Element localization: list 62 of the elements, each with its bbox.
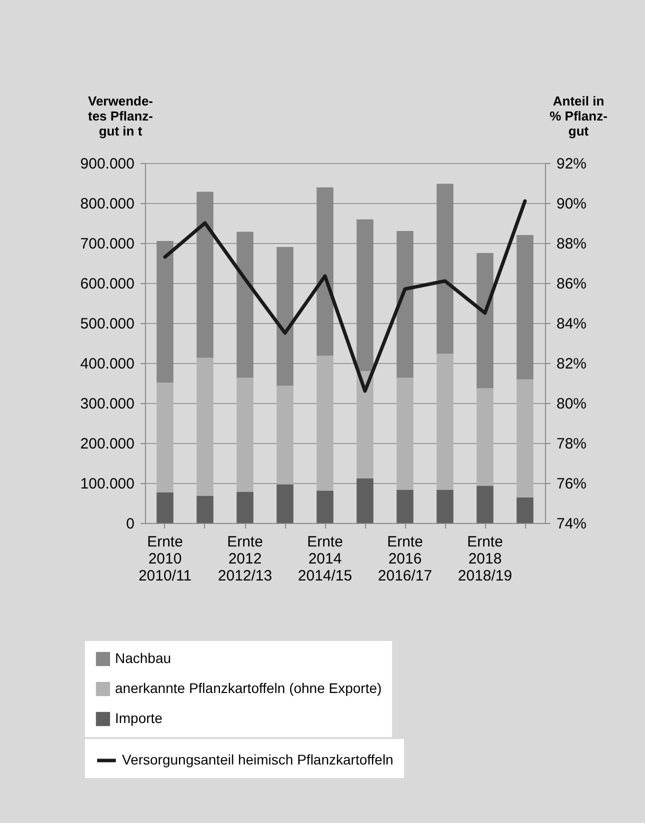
- x-tick-label: Ernte 2012 2012/13: [218, 534, 272, 584]
- y2-tick-label: 90%: [556, 196, 587, 212]
- bar: [396, 378, 414, 490]
- y-axis-title: Verwende- tes Pflanz- gut in t: [88, 94, 154, 138]
- bar: [396, 231, 414, 378]
- y2-tick-label: 78%: [556, 436, 587, 452]
- bar: [276, 247, 294, 386]
- y-tick-label: 900.000: [80, 156, 134, 172]
- y-tick-label: 500.000: [80, 316, 134, 332]
- bar: [236, 492, 254, 523]
- bar: [396, 490, 414, 523]
- legend-label: Importe: [115, 710, 163, 726]
- bar: [236, 378, 254, 492]
- y-tick-label: 200.000: [80, 436, 134, 452]
- y-tick-label: 700.000: [80, 236, 134, 252]
- y-tick-label: 0: [126, 516, 134, 532]
- bar: [316, 356, 334, 491]
- legend-label: Nachbau: [115, 650, 172, 666]
- bar: [516, 497, 534, 523]
- bar: [476, 486, 494, 523]
- y2-tick-label: 84%: [556, 316, 587, 332]
- legend-label: Versorgungsanteil heimisch Pflanzkartoffeln: [122, 752, 394, 768]
- y2-tick-label: 74%: [556, 516, 587, 532]
- bar: [436, 490, 454, 523]
- bar: [276, 484, 294, 523]
- y2-tick-label: 92%: [556, 156, 587, 172]
- bar: [516, 379, 534, 498]
- y2-tick-label: 76%: [556, 476, 587, 492]
- x-tick-label: Ernte 2018 2018/19: [458, 534, 512, 584]
- bar: [236, 232, 254, 378]
- x-tick-label: Ernte 2016 2016/17: [378, 534, 432, 584]
- line-series: [163, 199, 527, 393]
- bar: [156, 241, 174, 383]
- bar: [476, 388, 494, 486]
- bar: [196, 496, 214, 523]
- bar: [436, 354, 454, 490]
- bar: [476, 253, 494, 388]
- x-tick-label: Ernte 2010 2010/11: [138, 534, 192, 584]
- bar: [316, 187, 334, 356]
- y2-axis-title: Anteil in % Pflanz- gut: [550, 94, 608, 138]
- y-tick-label: 300.000: [80, 396, 134, 412]
- bar: [436, 184, 454, 354]
- y-tick-label: 600.000: [80, 276, 134, 292]
- y2-tick-label: 88%: [556, 236, 587, 252]
- y2-tick-label: 86%: [556, 276, 587, 292]
- y-tick-label: 800.000: [80, 196, 134, 212]
- bar: [196, 192, 214, 358]
- bar: [156, 492, 174, 523]
- y-tick-label: 400.000: [80, 356, 134, 372]
- bar: [156, 382, 174, 492]
- y2-tick-label: 82%: [556, 356, 587, 372]
- y2-tick-label: 80%: [556, 396, 587, 412]
- bar: [196, 358, 214, 496]
- bar: [516, 235, 534, 380]
- bar: [316, 490, 334, 523]
- x-tick-label: Ernte 2014 2014/15: [298, 534, 352, 584]
- bar: [356, 371, 374, 478]
- bar: [276, 386, 294, 484]
- bar: [356, 219, 374, 371]
- bar: [356, 478, 374, 523]
- y-tick-label: 100.000: [80, 476, 134, 492]
- legend-label: anerkannte Pflanzkartoffeln (ohne Exporte): [115, 680, 382, 696]
